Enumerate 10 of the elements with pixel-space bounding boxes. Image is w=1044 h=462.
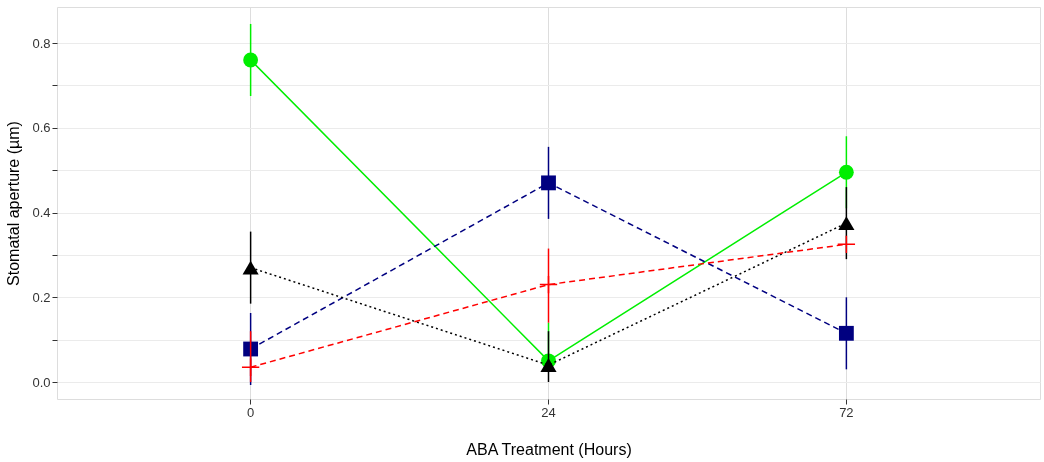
x-tick-label: 72 [839, 404, 854, 420]
y-tick-label: 0.4 [32, 205, 51, 221]
x-axis-title: ABA Treatment (Hours) [466, 440, 632, 458]
y-tick-label: 0.2 [32, 289, 51, 305]
x-tick-label: 0 [247, 404, 255, 420]
y-tick-label: 0.0 [32, 374, 51, 390]
x-tick-label: 24 [541, 404, 556, 420]
y-tick-label: 0.8 [32, 35, 51, 51]
y-tick-label: 0.6 [32, 120, 51, 136]
y-axis-title: Stomatal aperture (µm) [5, 121, 23, 286]
